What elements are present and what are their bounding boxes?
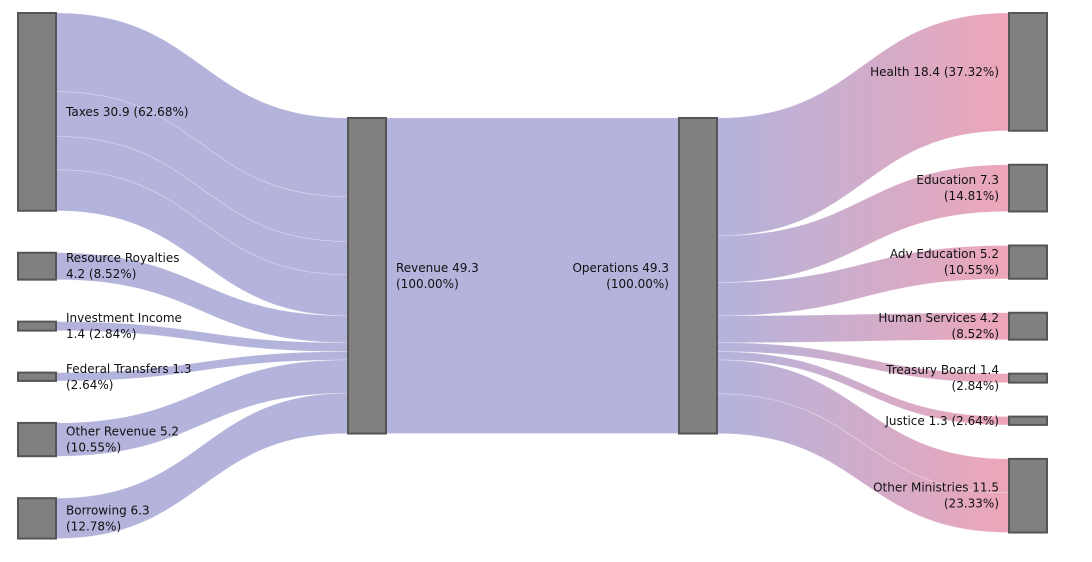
node-other_ministries [1008,457,1048,534]
node-label-line-operations-1: (100.00%) [606,277,669,291]
node-other_revenue [17,421,57,458]
node-label-federal: Federal Transfers 1.3 (2.64%) [66,362,191,392]
node-label-line-treasury-1: (2.84%) [952,379,999,393]
node-label-borrowing: Borrowing 6.3 (12.78%) [66,503,150,533]
node-label-taxes: Taxes 30.9 (62.68%) [65,105,189,119]
node-justice [1008,415,1048,426]
node-human_services [1008,311,1048,341]
node-label-revenue: Revenue 49.3 (100.00%) [396,261,479,291]
node-label-line-federal-0: Federal Transfers 1.3 [66,362,191,376]
node-label-operations: Operations 49.3 (100.00%) [572,261,669,291]
node-label-line-education-1: (14.81%) [944,189,999,203]
node-label-line-revenue-0: Revenue 49.3 [396,261,479,275]
node-label-education: Education 7.3 (14.81%) [916,173,999,203]
node-label-line-adv_education-1: (10.55%) [944,263,999,277]
node-education [1008,163,1048,213]
node-treasury [1008,372,1048,384]
node-label-line-education-0: Education 7.3 [916,173,999,187]
node-label-line-human_services-0: Human Services 4.2 [878,311,999,325]
node-royalties [17,251,57,281]
node-label-line-federal-1: (2.64%) [66,378,113,392]
node-label-health: Health 18.4 (37.32%) [870,65,999,79]
nodes-layer [17,12,1048,540]
node-investment [17,320,57,332]
node-label-other_revenue: Other Revenue 5.2 (10.55%) [66,425,179,455]
node-label-investment: Investment Income 1.4 (2.84%) [66,311,182,341]
node-operations [678,117,718,435]
node-health [1008,12,1048,132]
node-label-line-operations-0: Operations 49.3 [572,261,669,275]
node-label-line-justice-0: Justice 1.3 (2.64%) [884,414,999,428]
node-label-line-royalties-0: Resource Royalties [66,251,179,265]
node-label-line-revenue-1: (100.00%) [396,277,459,291]
node-label-line-human_services-1: (8.52%) [952,327,999,341]
node-federal [17,371,57,382]
node-label-line-other_ministries-0: Other Ministries 11.5 [873,481,999,495]
node-label-line-investment-0: Investment Income [66,311,182,325]
node-label-royalties: Resource Royalties 4.2 (8.52%) [66,251,179,281]
node-borrowing [17,497,57,540]
node-label-line-borrowing-0: Borrowing 6.3 [66,503,150,517]
node-label-human_services: Human Services 4.2 (8.52%) [878,311,999,341]
flow-link-revenue-to-operations-9 [385,117,680,434]
node-label-other_ministries: Other Ministries 11.5 (23.33%) [873,481,999,511]
node-label-justice: Justice 1.3 (2.64%) [884,414,999,428]
node-label-adv_education: Adv Education 5.2 (10.55%) [890,247,999,277]
node-taxes [17,12,57,212]
labels-layer: Taxes 30.9 (62.68%) Resource Royalties 4.2… [65,65,999,533]
node-label-line-borrowing-1: (12.78%) [66,519,121,533]
node-label-line-other_ministries-1: (23.33%) [944,497,999,511]
node-label-line-treasury-0: Treasury Board 1.4 [885,363,999,377]
node-adv_education [1008,244,1048,280]
node-label-line-health-0: Health 18.4 (37.32%) [870,65,999,79]
node-label-line-investment-1: 1.4 (2.84%) [66,327,136,341]
node-label-treasury: Treasury Board 1.4 (2.84%) [885,363,999,393]
node-label-line-royalties-1: 4.2 (8.52%) [66,267,136,281]
node-label-line-other_revenue-0: Other Revenue 5.2 [66,425,179,439]
node-revenue [347,117,387,435]
node-label-line-adv_education-0: Adv Education 5.2 [890,247,999,261]
node-label-line-other_revenue-1: (10.55%) [66,441,121,455]
links-layer [55,12,1010,539]
node-label-line-taxes-0: Taxes 30.9 (62.68%) [65,105,189,119]
